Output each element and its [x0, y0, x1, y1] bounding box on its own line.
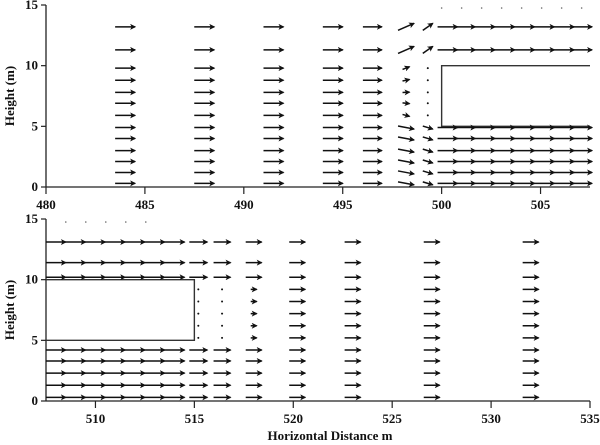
wind-vector-dot	[221, 324, 224, 327]
wind-vector-arrow	[422, 135, 434, 142]
y-tick-label: 5	[32, 332, 39, 347]
x-tick-label: 530	[481, 411, 501, 426]
wind-vector-dot	[426, 102, 429, 105]
wind-vector-dot	[426, 114, 429, 117]
y-tick-label: 15	[25, 211, 39, 226]
wind-vector-dot	[197, 312, 200, 315]
x-tick-label: 520	[284, 411, 304, 426]
wind-vector-arrow	[422, 124, 434, 131]
wind-vector-arrow	[397, 136, 416, 142]
x-tick-label: 515	[185, 411, 205, 426]
wind-vector-arrow	[397, 148, 416, 155]
wind-vector-dot	[221, 288, 224, 291]
wind-vector-dot	[221, 336, 224, 339]
wind-vector-arrow	[422, 22, 434, 31]
wind-vector-arrow	[422, 180, 434, 187]
wind-vector-arrow	[397, 170, 416, 176]
x-tick-label: 490	[234, 197, 254, 212]
x-tick-label: 485	[135, 197, 155, 212]
wind-vector-arrow	[422, 158, 434, 165]
wind-vector-dot	[197, 300, 200, 303]
wind-vector-dot	[426, 91, 429, 94]
wind-vector-dot	[426, 67, 429, 70]
x-tick-label: 480	[36, 197, 56, 212]
building-outline	[46, 278, 196, 342]
wind-vector-arrow	[422, 169, 434, 176]
y-tick-label: 10	[25, 272, 38, 287]
wind-vector-arrow	[422, 45, 434, 55]
x-axis-title: Horizontal Distance m	[268, 428, 393, 443]
y-tick-label: 0	[32, 393, 39, 408]
wind-vector-arrow	[397, 180, 416, 187]
y-tick-label: 10	[25, 58, 38, 73]
wind-vector-arrow	[422, 147, 434, 154]
x-tick-label: 500	[432, 197, 452, 212]
wind-vector-arrow	[397, 45, 415, 55]
x-tick-label: 495	[333, 197, 353, 212]
y-axis-title-bottom: Height (m)	[2, 280, 17, 340]
top-panel: 0 5 10 15 480 485 490 495 500 505	[25, 0, 594, 212]
y-tick-label: 5	[32, 118, 39, 133]
wind-vector-arrow	[402, 100, 411, 107]
wind-vector-arrow	[402, 65, 411, 72]
wind-vector-dot	[197, 324, 200, 327]
wind-vector-arrow	[402, 112, 411, 118]
building-outline	[440, 64, 590, 128]
y-axis-title-top: Height (m)	[2, 66, 17, 126]
x-tick-label: 510	[86, 411, 106, 426]
x-tick-label: 525	[382, 411, 402, 426]
x-tick-label: 535	[580, 411, 600, 426]
y-tick-label: 15	[25, 0, 39, 12]
y-tick-label: 0	[32, 179, 39, 194]
x-tick-label: 505	[531, 197, 551, 212]
wind-vector-arrow	[397, 125, 416, 132]
wind-vector-dot	[426, 79, 429, 82]
wind-vector-arrow	[397, 159, 416, 166]
wind-vector-dot	[221, 312, 224, 315]
wind-vector-arrow	[397, 22, 415, 32]
wind-vector-dot	[221, 300, 224, 303]
wind-vector-dot	[197, 336, 200, 339]
wind-vector-arrow	[402, 77, 411, 84]
wind-vector-dot	[197, 288, 200, 291]
